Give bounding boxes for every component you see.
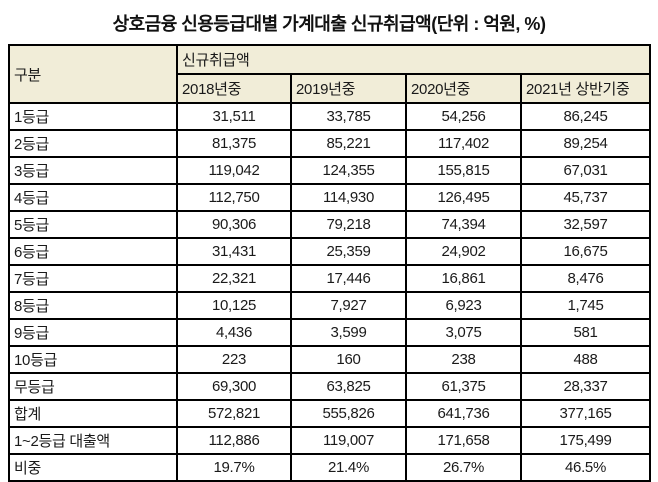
value-cell: 69,300 [176, 372, 292, 401]
row-label: 9등급 [8, 318, 178, 347]
table-row: 1등급 31,511 33,785 54,256 86,245 [8, 102, 652, 131]
value-cell: 112,750 [176, 183, 292, 212]
column-header-year: 2020년중 [405, 73, 522, 104]
table-body: 1등급 31,511 33,785 54,256 86,245 2등급 81,375 85,2… [8, 102, 652, 482]
value-cell: 25,359 [290, 237, 407, 266]
table-row: 비중 19.7% 21.4% 26.7% 46.5% [8, 453, 652, 482]
row-label: 7등급 [8, 264, 178, 293]
table-row: 합계 572,821 555,826 641,736 377,165 [8, 399, 652, 428]
row-label: 1등급 [8, 102, 178, 131]
value-cell: 114,930 [290, 183, 407, 212]
value-cell: 81,375 [176, 129, 292, 158]
value-cell: 31,431 [176, 237, 292, 266]
value-cell: 155,815 [405, 156, 522, 185]
row-label: 5등급 [8, 210, 178, 239]
credit-rating-loan-table: 구분 신규취급액 2018년중 2019년중 2020년중 2021년 상반기중 1등… [8, 44, 652, 482]
value-cell: 7,927 [290, 291, 407, 320]
row-label: 2등급 [8, 129, 178, 158]
value-cell: 555,826 [290, 399, 407, 428]
value-cell: 112,886 [176, 426, 292, 455]
row-label: 3등급 [8, 156, 178, 185]
header-row-group: 구분 신규취급액 [8, 44, 652, 104]
table-row: 1~2등급 대출액 112,886 119,007 171,658 175,499 [8, 426, 652, 455]
column-header-year: 2019년중 [290, 73, 407, 104]
value-cell: 377,165 [519, 399, 652, 428]
value-cell: 19.7% [176, 453, 292, 482]
table-title: 상호금융 신용등급대별 가계대출 신규취급액(단위 : 억원, %) [112, 14, 546, 34]
value-cell: 124,355 [290, 156, 407, 185]
table-row: 4등급 112,750 114,930 126,495 45,737 [8, 183, 652, 212]
value-cell: 8,476 [519, 264, 652, 293]
row-label: 합계 [8, 399, 178, 428]
value-cell: 17,446 [290, 264, 407, 293]
column-header-year: 2018년중 [176, 73, 292, 104]
row-label: 4등급 [8, 183, 178, 212]
value-cell: 488 [519, 345, 652, 374]
value-cell: 16,861 [405, 264, 522, 293]
value-cell: 79,218 [290, 210, 407, 239]
value-cell: 32,597 [519, 210, 652, 239]
value-cell: 21.4% [290, 453, 407, 482]
value-cell: 223 [176, 345, 292, 374]
table-row: 무등급 69,300 63,825 61,375 28,337 [8, 372, 652, 401]
row-label: 6등급 [8, 237, 178, 266]
value-cell: 24,902 [405, 237, 522, 266]
value-cell: 3,075 [405, 318, 522, 347]
value-cell: 160 [290, 345, 407, 374]
group-header-new-loans: 신규취급액 [175, 44, 652, 75]
row-label: 비중 [8, 453, 178, 482]
row-label: 무등급 [8, 372, 178, 401]
value-cell: 26.7% [405, 453, 522, 482]
value-cell: 126,495 [405, 183, 522, 212]
value-cell: 119,042 [176, 156, 292, 185]
value-cell: 171,658 [405, 426, 522, 455]
table-row: 8등급 10,125 7,927 6,923 1,745 [8, 291, 652, 320]
value-cell: 175,499 [519, 426, 652, 455]
header-row-years: 2018년중 2019년중 2020년중 2021년 상반기중 [9, 73, 652, 104]
value-cell: 10,125 [176, 291, 292, 320]
page: 상호금융 신용등급대별 가계대출 신규취급액(단위 : 억원, %) 구분 신규… [8, 14, 652, 482]
value-cell: 74,394 [405, 210, 522, 239]
table-row: 10등급 223 160 238 488 [8, 345, 652, 374]
value-cell: 54,256 [405, 102, 522, 131]
value-cell: 119,007 [290, 426, 407, 455]
value-cell: 31,511 [176, 102, 292, 131]
table-row: 6등급 31,431 25,359 24,902 16,675 [8, 237, 652, 266]
value-cell: 33,785 [290, 102, 407, 131]
value-cell: 89,254 [519, 129, 652, 158]
value-cell: 86,245 [519, 102, 652, 131]
value-cell: 572,821 [176, 399, 292, 428]
value-cell: 4,436 [176, 318, 292, 347]
value-cell: 641,736 [405, 399, 522, 428]
value-cell: 85,221 [290, 129, 407, 158]
column-header-year: 2021년 상반기중 [519, 73, 652, 104]
value-cell: 67,031 [519, 156, 652, 185]
row-label: 1~2등급 대출액 [8, 426, 178, 455]
table-row: 2등급 81,375 85,221 117,402 89,254 [8, 129, 652, 158]
value-cell: 63,825 [290, 372, 407, 401]
row-label: 8등급 [8, 291, 178, 320]
value-cell: 22,321 [176, 264, 292, 293]
table-row: 9등급 4,436 3,599 3,075 581 [8, 318, 652, 347]
value-cell: 238 [405, 345, 522, 374]
value-cell: 90,306 [176, 210, 292, 239]
value-cell: 16,675 [519, 237, 652, 266]
table-header: 구분 신규취급액 2018년중 2019년중 2020년중 2021년 상반기중 [8, 44, 652, 104]
table-row: 5등급 90,306 79,218 74,394 32,597 [8, 210, 652, 239]
value-cell: 61,375 [405, 372, 522, 401]
value-cell: 581 [519, 318, 652, 347]
value-cell: 45,737 [519, 183, 652, 212]
value-cell: 6,923 [405, 291, 522, 320]
value-cell: 46.5% [519, 453, 652, 482]
value-cell: 1,745 [519, 291, 652, 320]
table-row: 3등급 119,042 124,355 155,815 67,031 [8, 156, 652, 185]
corner-header-category: 구분 [8, 44, 178, 104]
value-cell: 28,337 [519, 372, 652, 401]
value-cell: 3,599 [290, 318, 407, 347]
row-label: 10등급 [8, 345, 178, 374]
value-cell: 117,402 [405, 129, 522, 158]
table-row: 7등급 22,321 17,446 16,861 8,476 [8, 264, 652, 293]
